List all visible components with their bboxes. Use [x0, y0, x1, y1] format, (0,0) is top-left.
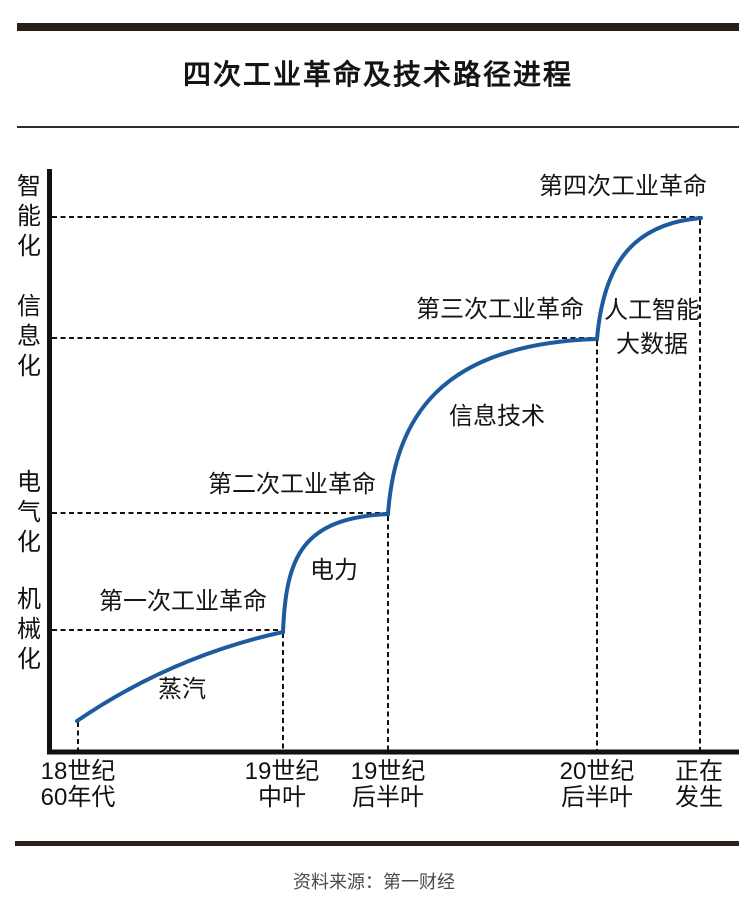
- annotation-revolution-3: 第三次工业革命: [416, 296, 584, 323]
- y-axis-label-intelligence: 智能化: [17, 173, 41, 260]
- annotation-revolution-2: 第二次工业革命: [208, 471, 376, 498]
- x-axis-label-mid-19c: 19世纪 中叶: [244, 758, 320, 811]
- y-axis-label-mechanization: 机械化: [17, 586, 41, 673]
- y-axis-label-information: 信息化: [17, 293, 41, 380]
- title-divider: [17, 126, 739, 128]
- top-rule: [17, 23, 739, 31]
- annotation-revolution-1: 第一次工业革命: [99, 588, 267, 615]
- page-title: 四次工业革命及技术路径进程: [182, 59, 573, 90]
- annotation-technology-electricity: 电力: [310, 557, 358, 584]
- x-axis-label-late-20c: 20世纪 后半叶: [559, 758, 635, 811]
- annotation-technology-ai-bigdata: 人工智能 大数据: [604, 297, 700, 358]
- annotation-technology-steam: 蒸汽: [158, 676, 206, 703]
- annotation-technology-it: 信息技术: [449, 403, 545, 430]
- x-axis-label-1760s: 18世纪 60年代: [40, 758, 116, 811]
- source-note: 资料来源：第一财经: [293, 872, 455, 892]
- progress-curve: [75, 216, 703, 723]
- y-axis-label-electrification: 电气化: [17, 469, 41, 556]
- x-axis-label-late-19c: 19世纪 后半叶: [350, 758, 426, 811]
- x-axis-label-now: 正在 发生: [675, 758, 723, 811]
- annotation-revolution-4: 第四次工业革命: [539, 173, 707, 200]
- bottom-rule: [15, 841, 739, 846]
